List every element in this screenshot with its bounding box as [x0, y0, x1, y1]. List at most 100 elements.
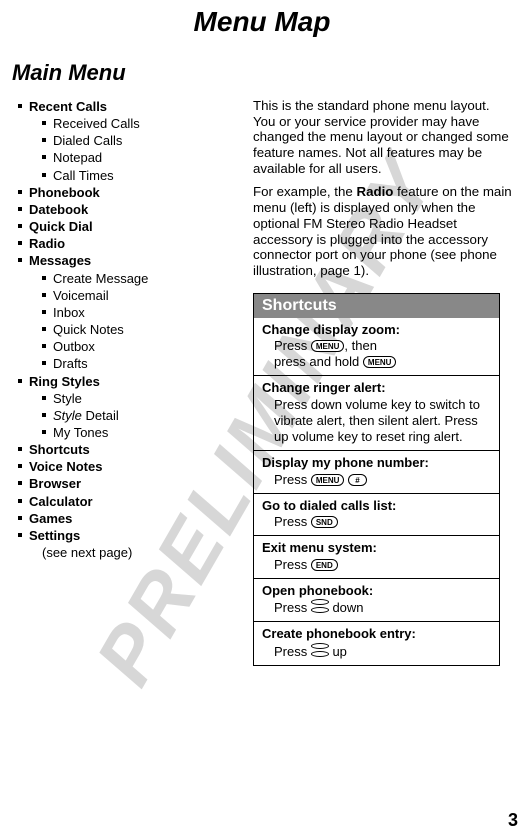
- bullet-icon: [42, 310, 46, 314]
- shortcut-cell: Exit menu system:Press END: [254, 535, 499, 578]
- bullet-icon: [18, 533, 22, 537]
- menu-item-label: Quick Notes: [53, 321, 124, 338]
- menu-item-label: Messages: [29, 252, 91, 269]
- menu-item-top: Quick Dial: [18, 218, 247, 235]
- menu-item-label: Settings: [29, 527, 80, 544]
- menu-item-sub: Drafts: [18, 355, 247, 372]
- menu-item-label: Call Times: [53, 167, 114, 184]
- menu-item-label: Inbox: [53, 304, 85, 321]
- shortcut-title: Change display zoom:: [262, 322, 491, 338]
- page-title: Menu Map: [12, 6, 512, 38]
- shortcut-cell: Open phonebook:Press down: [254, 578, 499, 622]
- menu-item-label: Quick Dial: [29, 218, 93, 235]
- shortcut-body: Press MENU, thenpress and hold MENU: [262, 338, 491, 371]
- bullet-icon: [42, 293, 46, 297]
- intro-paragraph: This is the standard phone menu layout. …: [253, 98, 512, 176]
- bullet-icon: [42, 361, 46, 365]
- bullet-icon: [18, 447, 22, 451]
- menu-item-sub: Style Detail: [18, 407, 247, 424]
- menu-item-label: Style: [53, 390, 82, 407]
- menu-item-label: Dialed Calls: [53, 132, 122, 149]
- menu-item-top: Radio: [18, 235, 247, 252]
- menu-item-top: Ring Styles: [18, 373, 247, 390]
- shortcut-cell: Go to dialed calls list:Press SND: [254, 493, 499, 536]
- bullet-icon: [18, 499, 22, 503]
- shortcuts-box: Shortcuts Change display zoom:Press MENU…: [253, 293, 500, 666]
- bullet-icon: [42, 121, 46, 125]
- menu-item-top: Recent Calls: [18, 98, 247, 115]
- menu-item-label: Style Detail: [53, 407, 119, 424]
- menu-item-label: Ring Styles: [29, 373, 100, 390]
- bullet-icon: [18, 516, 22, 520]
- menu-item-top: Datebook: [18, 201, 247, 218]
- bullet-icon: [42, 396, 46, 400]
- shortcut-body: Press down: [262, 599, 491, 616]
- shortcut-body: Press down volume key to switch to vibra…: [262, 397, 491, 446]
- menu-item-sub: Received Calls: [18, 115, 247, 132]
- menu-item-label: Notepad: [53, 149, 102, 166]
- bullet-icon: [18, 241, 22, 245]
- bullet-icon: [18, 190, 22, 194]
- page-number: 3: [508, 810, 518, 831]
- bullet-icon: [18, 379, 22, 383]
- bullet-icon: [42, 276, 46, 280]
- menu-item-label: Received Calls: [53, 115, 140, 132]
- menu-item-sub: Notepad: [18, 149, 247, 166]
- menu-item-sub: Create Message: [18, 270, 247, 287]
- shortcut-title: Change ringer alert:: [262, 380, 491, 396]
- menu-item-top: Shortcuts: [18, 441, 247, 458]
- bullet-icon: [42, 413, 46, 417]
- bullet-icon: [18, 464, 22, 468]
- menu-item-sub: Call Times: [18, 167, 247, 184]
- menu-item-sub: Style: [18, 390, 247, 407]
- shortcut-body: Press MENU #: [262, 472, 491, 488]
- menu-item-label: Radio: [29, 235, 65, 252]
- shortcuts-header: Shortcuts: [254, 294, 499, 318]
- menu-item-sub: Outbox: [18, 338, 247, 355]
- shortcut-cell: Display my phone number:Press MENU #: [254, 450, 499, 493]
- menu-item-label: Calculator: [29, 493, 93, 510]
- bullet-icon: [42, 327, 46, 331]
- shortcut-cell: Change display zoom:Press MENU, thenpres…: [254, 318, 499, 376]
- menu-item-top: Voice Notes: [18, 458, 247, 475]
- menu-item-label: Outbox: [53, 338, 95, 355]
- shortcut-title: Display my phone number:: [262, 455, 491, 471]
- menu-item-label: Create Message: [53, 270, 148, 287]
- menu-item-sub: Dialed Calls: [18, 132, 247, 149]
- menu-item-label: Phonebook: [29, 184, 100, 201]
- bullet-icon: [42, 173, 46, 177]
- menu-item-top: Games: [18, 510, 247, 527]
- shortcut-body: Press SND: [262, 514, 491, 530]
- bullet-icon: [18, 258, 22, 262]
- menu-item-sub: Inbox: [18, 304, 247, 321]
- shortcut-cell: Change ringer alert:Press down volume ke…: [254, 375, 499, 450]
- bullet-icon: [18, 104, 22, 108]
- bullet-icon: [18, 224, 22, 228]
- menu-item-top: Phonebook: [18, 184, 247, 201]
- shortcut-title: Go to dialed calls list:: [262, 498, 491, 514]
- menu-item-top: Messages: [18, 252, 247, 269]
- menu-item-label: Voice Notes: [29, 458, 102, 475]
- menu-item-sub: Quick Notes: [18, 321, 247, 338]
- bullet-icon: [18, 207, 22, 211]
- shortcut-body: Press END: [262, 557, 491, 573]
- menu-item-label: Drafts: [53, 355, 88, 372]
- bullet-icon: [18, 481, 22, 485]
- menu-item-label: Voicemail: [53, 287, 109, 304]
- shortcut-cell: Create phonebook entry:Press up: [254, 621, 499, 665]
- menu-item-sub: My Tones: [18, 424, 247, 441]
- shortcut-body: Press up: [262, 643, 491, 660]
- right-column: This is the standard phone menu layout. …: [247, 98, 512, 666]
- menu-item-top: Settings: [18, 527, 247, 544]
- menu-item-label: Browser: [29, 475, 81, 492]
- menu-column: Recent CallsReceived CallsDialed CallsNo…: [12, 98, 247, 666]
- menu-note: (see next page): [18, 544, 247, 561]
- shortcut-title: Exit menu system:: [262, 540, 491, 556]
- bullet-icon: [42, 344, 46, 348]
- intro-paragraph: For example, the Radio feature on the ma…: [253, 184, 512, 278]
- section-title: Main Menu: [12, 60, 512, 86]
- menu-item-label: Datebook: [29, 201, 88, 218]
- shortcut-title: Open phonebook:: [262, 583, 491, 599]
- bullet-icon: [42, 138, 46, 142]
- menu-item-label: Games: [29, 510, 72, 527]
